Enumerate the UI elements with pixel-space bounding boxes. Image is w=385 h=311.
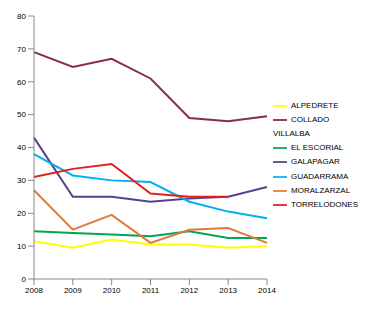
- svg-text:70: 70: [17, 45, 26, 54]
- html-text:COLLADO VILLALBA: COLLADO VILLALBA: [273, 115, 330, 139]
- svg-text:10: 10: [17, 242, 26, 251]
- html-text:TORRELODONES: TORRELODONES: [291, 199, 358, 209]
- html-text:MORALZARZAL: MORALZARZAL: [291, 185, 351, 195]
- svg-text:0: 0: [22, 275, 27, 284]
- svg-text:2014: 2014: [258, 286, 276, 295]
- html-text:GALAPAGAR: GALAPAGAR: [291, 157, 340, 167]
- svg-text:80: 80: [17, 12, 26, 21]
- svg-text:2008: 2008: [25, 286, 43, 295]
- svg-text:2010: 2010: [103, 286, 121, 295]
- svg-text:2012: 2012: [180, 286, 198, 295]
- svg-text:20: 20: [17, 209, 26, 218]
- html-text:EL ESCORIAL: EL ESCORIAL: [291, 143, 344, 153]
- svg-text:2011: 2011: [142, 286, 160, 295]
- svg-text:30: 30: [17, 176, 26, 185]
- svg-text:50: 50: [17, 110, 26, 119]
- svg-text:60: 60: [17, 78, 26, 87]
- html-text:ALPEDRETE: ALPEDRETE: [291, 101, 339, 111]
- html-text:GUADARRAMA: GUADARRAMA: [291, 171, 349, 181]
- svg-text:40: 40: [17, 143, 26, 152]
- svg-text:2009: 2009: [64, 286, 82, 295]
- svg-text:2013: 2013: [219, 286, 237, 295]
